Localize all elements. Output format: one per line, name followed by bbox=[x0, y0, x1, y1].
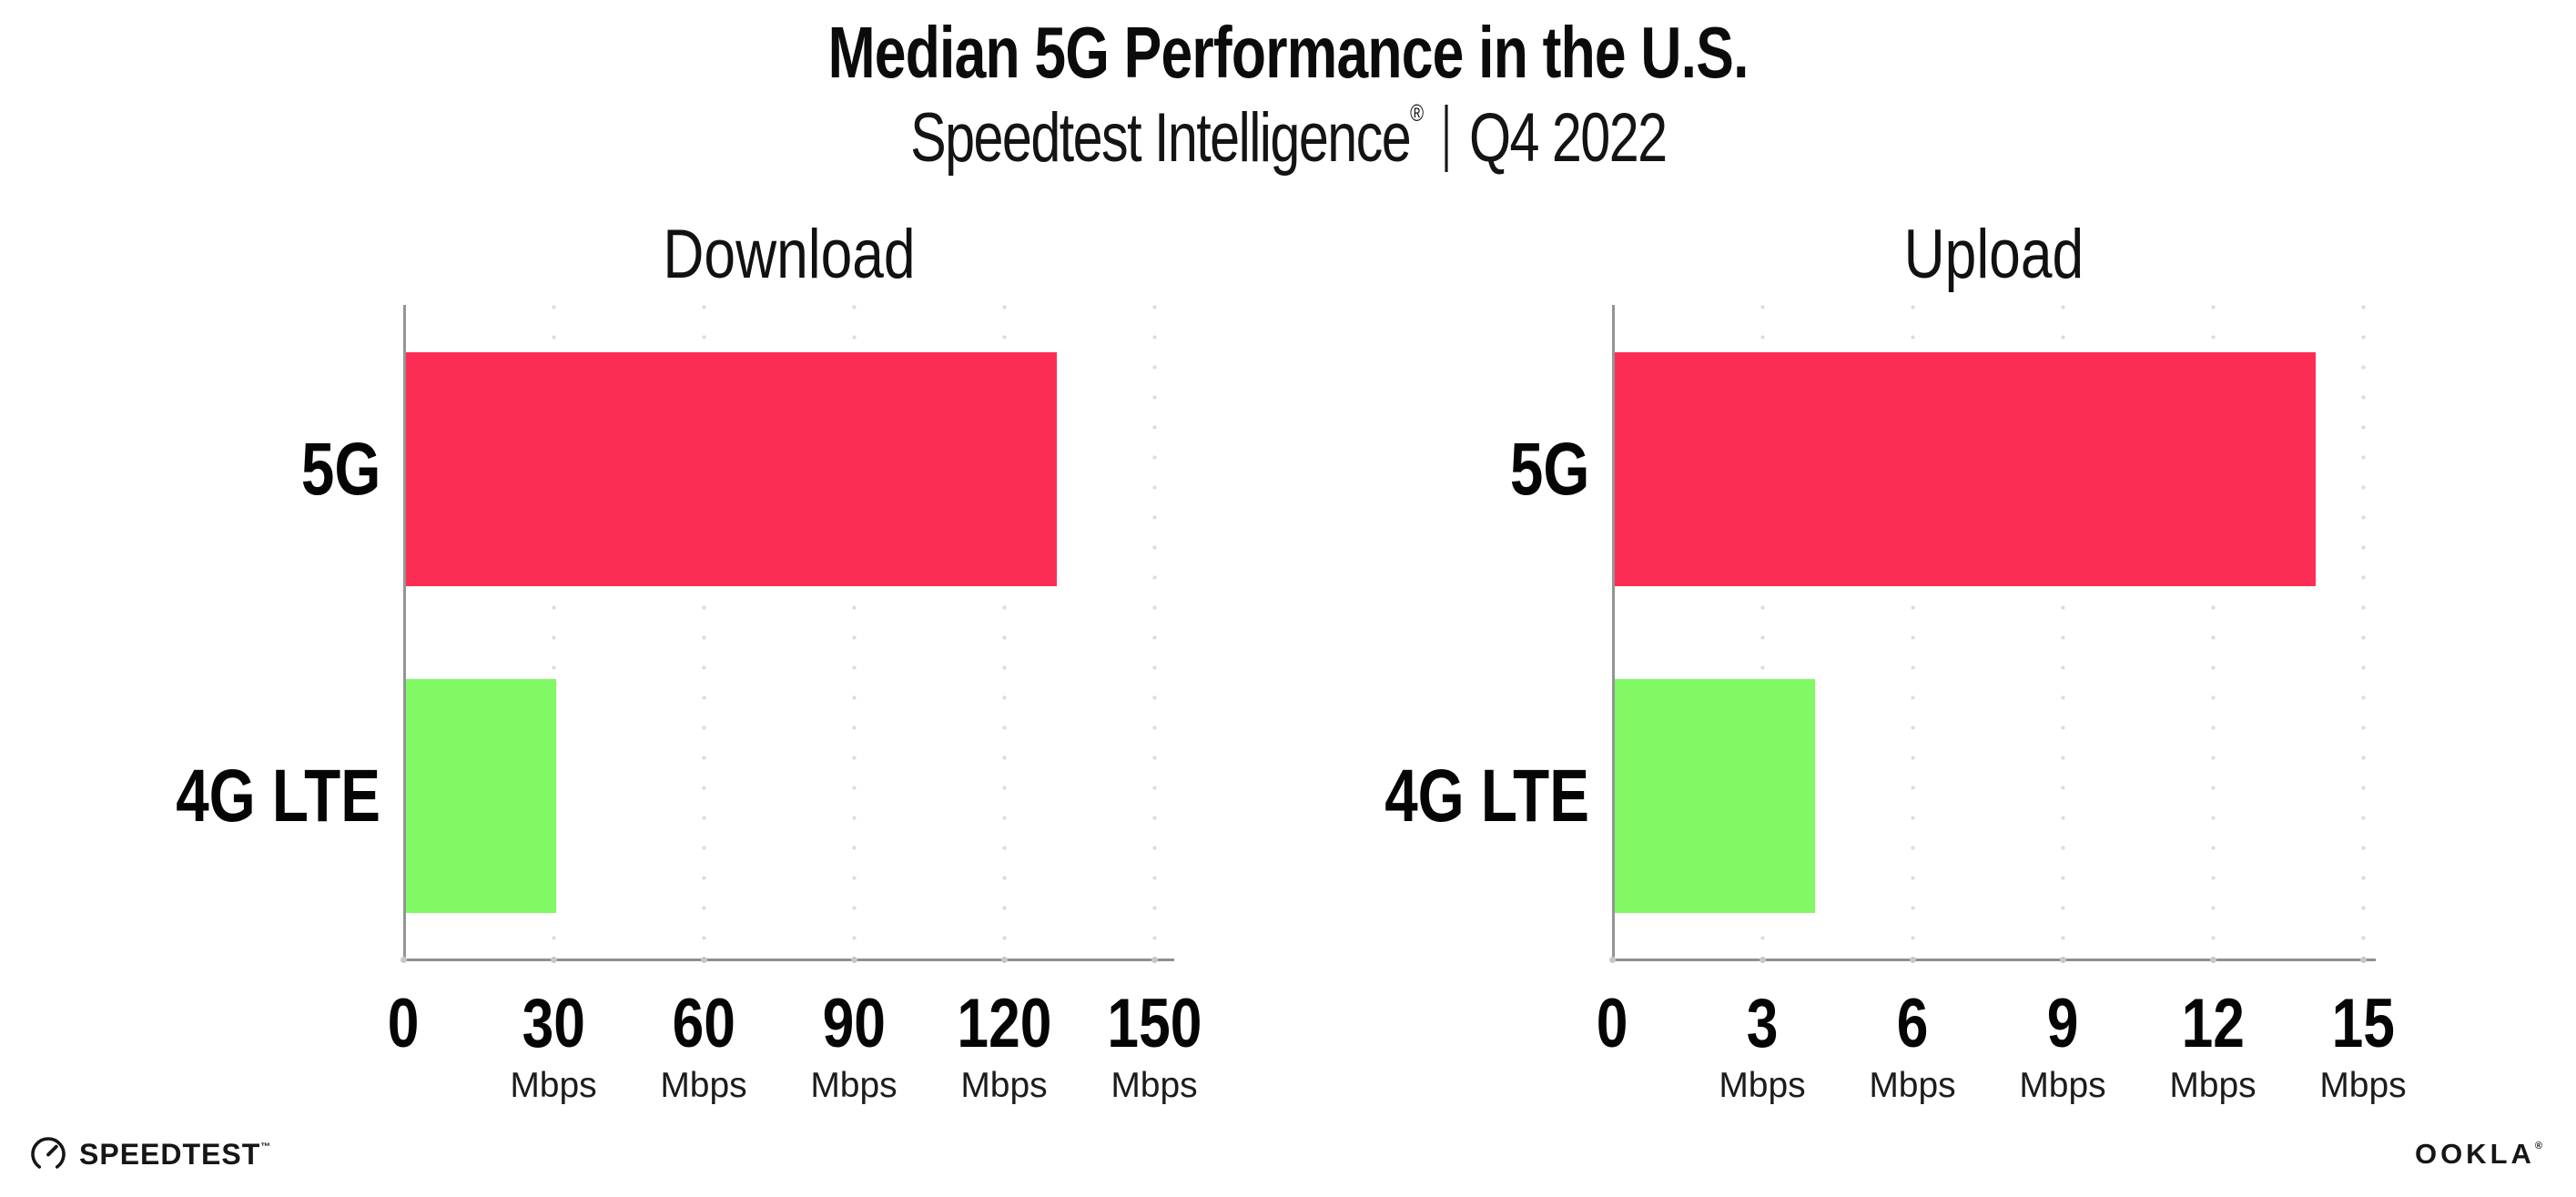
x-axis-tick bbox=[1609, 957, 1616, 963]
upload-chart-plot: 0 3 Mbps 6 Mbps 9 Mbps 12 Mbps 15 Mbps 5G 4G LTE bbox=[1384, 305, 2407, 1105]
x-tick-value: 6 bbox=[1896, 985, 1929, 1062]
x-axis-tick bbox=[2060, 957, 2066, 963]
x-tick-label: 15 bbox=[2263, 984, 2463, 1063]
page-title: Median 5G Performance in the U.S. bbox=[0, 11, 2576, 95]
x-tick-value: 9 bbox=[2046, 985, 2079, 1062]
x-axis-tick bbox=[1760, 957, 1766, 963]
ookla-label: OOKLA bbox=[2414, 1138, 2535, 1170]
x-tick-value: 0 bbox=[1596, 985, 1628, 1062]
gridline-15 bbox=[2361, 305, 2366, 959]
x-tick-unit: Mbps bbox=[810, 1066, 898, 1105]
bar-4g-lte-download bbox=[406, 679, 556, 913]
x-tick-unit: Mbps bbox=[2319, 1066, 2407, 1105]
x-tick-label: 12 bbox=[2113, 984, 2313, 1063]
x-tick-label: 0 bbox=[303, 984, 503, 1063]
subtitle-period: Q4 2022 bbox=[1468, 99, 1668, 177]
x-axis-tick bbox=[1910, 957, 1916, 963]
x-tick-label: 120 bbox=[904, 984, 1104, 1063]
x-tick-label: 30 bbox=[453, 984, 654, 1063]
x-tick-unit: Mbps bbox=[1869, 1066, 1956, 1105]
bar-5g-upload bbox=[1615, 352, 2316, 586]
x-tick-label: 3 bbox=[1662, 984, 1862, 1063]
x-axis-line bbox=[403, 959, 1174, 961]
gridline-30 bbox=[552, 305, 556, 959]
x-tick-value: 15 bbox=[2331, 985, 2395, 1062]
upload-chart-title-text: Upload bbox=[1903, 216, 2084, 293]
category-label-text: 5G bbox=[1509, 427, 1589, 511]
x-tick-unit: Mbps bbox=[1111, 1066, 1198, 1105]
gridline-120 bbox=[1002, 305, 1007, 959]
x-tick-value: 30 bbox=[522, 985, 585, 1062]
x-tick-unit: Mbps bbox=[510, 1066, 597, 1105]
gridline-9 bbox=[2061, 305, 2065, 959]
speedtest-wordmark: SPEEDTEST™ bbox=[79, 1138, 271, 1172]
x-axis-tick bbox=[2360, 957, 2367, 963]
speedtest-gauge-icon bbox=[31, 1137, 66, 1169]
y-axis-line bbox=[1612, 305, 1615, 959]
x-axis-tick bbox=[1001, 957, 1008, 963]
ookla-logo: OOKLA® bbox=[2415, 1138, 2546, 1171]
speedtest-logo: SPEEDTEST™ bbox=[30, 1136, 271, 1172]
x-axis-tick bbox=[701, 957, 707, 963]
gridline-3 bbox=[1760, 305, 1765, 959]
x-tick-unit: Mbps bbox=[1719, 1066, 1806, 1105]
category-label-text: 4G LTE bbox=[1384, 754, 1589, 837]
download-chart-title-text: Download bbox=[662, 216, 916, 293]
trademark-icon: ™ bbox=[260, 1141, 272, 1152]
x-tick-value: 120 bbox=[957, 985, 1051, 1062]
x-tick-value: 60 bbox=[672, 985, 735, 1062]
upload-chart-title: Upload bbox=[1612, 218, 2376, 291]
registered-icon: ® bbox=[2534, 1141, 2546, 1151]
registered-mark-icon: ® bbox=[1409, 99, 1424, 127]
x-axis-tick bbox=[401, 957, 407, 963]
speedtest-label: SPEEDTEST bbox=[79, 1137, 261, 1171]
subtitle-divider bbox=[1445, 105, 1448, 172]
x-tick-value: 12 bbox=[2181, 985, 2245, 1062]
download-chart-title: Download bbox=[403, 218, 1174, 291]
x-tick-label: 6 bbox=[1812, 984, 2013, 1063]
x-tick-label: 0 bbox=[1512, 984, 1712, 1063]
page-title-text: Median 5G Performance in the U.S. bbox=[827, 12, 1749, 93]
x-tick-label: 90 bbox=[754, 984, 954, 1063]
gridline-6 bbox=[1911, 305, 1915, 959]
bar-5g-download bbox=[406, 352, 1057, 586]
subtitle-brand: Speedtest Intelligence bbox=[909, 99, 1412, 177]
category-label-text: 5G bbox=[300, 427, 380, 511]
gridline-60 bbox=[702, 305, 706, 959]
x-axis-tick bbox=[1151, 957, 1158, 963]
category-label-5g: 5G bbox=[0, 427, 380, 511]
download-chart-plot: 0 30 Mbps 60 Mbps 90 Mbps 120 Mbps 150 Mbps 5G 4G LT… bbox=[176, 305, 1202, 1105]
x-tick-label: 60 bbox=[603, 984, 804, 1063]
x-axis-tick bbox=[2210, 957, 2216, 963]
category-label-text: 4G LTE bbox=[176, 754, 380, 837]
x-tick-value: 3 bbox=[1746, 985, 1779, 1062]
category-label-5g: 5G bbox=[1171, 427, 1589, 511]
page-subtitle: Speedtest Intelligence® Q4 2022 bbox=[0, 98, 2576, 178]
x-tick-unit: Mbps bbox=[960, 1066, 1048, 1105]
gridline-12 bbox=[2211, 305, 2216, 959]
x-tick-value: 150 bbox=[1107, 985, 1202, 1062]
category-label-4g-lte: 4G LTE bbox=[0, 754, 380, 837]
x-tick-label: 150 bbox=[1054, 984, 1254, 1063]
x-tick-value: 0 bbox=[387, 985, 420, 1062]
y-axis-line bbox=[403, 305, 406, 959]
x-axis-tick bbox=[551, 957, 557, 963]
x-axis-line bbox=[1612, 959, 2376, 961]
x-tick-value: 90 bbox=[822, 985, 886, 1062]
x-tick-unit: Mbps bbox=[2169, 1066, 2257, 1105]
category-label-4g-lte: 4G LTE bbox=[1171, 754, 1589, 837]
gridline-90 bbox=[852, 305, 857, 959]
x-tick-label: 9 bbox=[1962, 984, 2163, 1063]
gridline-150 bbox=[1152, 305, 1157, 959]
bar-4g-lte-upload bbox=[1615, 679, 1815, 913]
x-axis-tick bbox=[851, 957, 857, 963]
x-tick-unit: Mbps bbox=[660, 1066, 747, 1105]
x-tick-unit: Mbps bbox=[2019, 1066, 2106, 1105]
